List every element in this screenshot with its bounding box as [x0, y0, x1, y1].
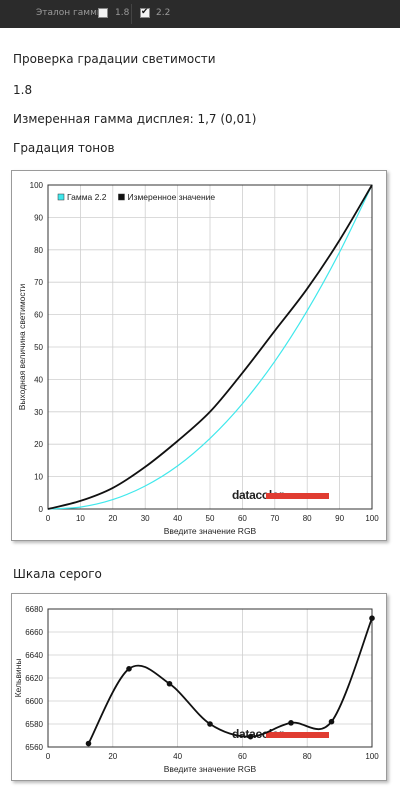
x-tick-label: 50	[206, 514, 215, 523]
x-tick-label: 10	[76, 514, 85, 523]
tone-gradation-title: Градация тонов	[13, 141, 115, 155]
gamma-1-8-label[interactable]: 1.8	[115, 8, 130, 18]
gamma-1-8-checkbox[interactable]	[98, 8, 108, 18]
legend-swatch	[118, 193, 125, 201]
plot-area-frame	[47, 184, 373, 510]
kelvin-series-line	[87, 617, 373, 745]
y-tick-label: 0	[39, 505, 44, 514]
x-tick-label: 100	[365, 514, 379, 523]
y-tick-label: 70	[34, 278, 43, 287]
grayscale-title: Шкала серого	[13, 567, 102, 581]
x-tick-label: 40	[173, 514, 182, 523]
legend-swatch	[57, 193, 65, 201]
y-tick-label: 20	[34, 440, 43, 449]
gamma-2-2-label[interactable]: 2.2	[156, 8, 171, 18]
x-axis-label: Введите значение RGB	[164, 764, 257, 774]
x-tick-label: 30	[141, 514, 150, 523]
x-tick-label: 70	[270, 514, 279, 523]
x-tick-label: 60	[238, 752, 247, 761]
y-tick-label: 6680	[25, 605, 43, 614]
y-tick-label: 100	[30, 181, 44, 190]
y-tick-label: 6560	[25, 743, 43, 752]
y-tick-label: 90	[34, 213, 43, 222]
kelvin-data-point	[369, 615, 375, 621]
kelvin-data-point	[85, 740, 92, 747]
tone-curve-chart: 0 10 20 30 40 50 60 70 80 90 100 0 10 20 30 40 50 60 70 80 9…	[17, 181, 379, 536]
x-tick-label: 90	[335, 514, 344, 523]
x-tick-label: 0	[46, 752, 51, 761]
x-axis-label: Введите значение RGB	[164, 526, 257, 536]
y-tick-label: 6580	[25, 720, 43, 729]
kelvin-data-point	[328, 718, 335, 725]
gamma-reference-label: Эталон гаммы:	[36, 8, 108, 18]
kelvin-data-point	[247, 733, 254, 740]
y-tick-label: 6620	[25, 674, 43, 683]
tone-curve-panel: 0 10 20 30 40 50 60 70 80 90 100 0 10 20 30 40 50 60 70 80 9…	[11, 170, 387, 541]
toolbar-divider	[131, 4, 132, 24]
gamma-2-2-checkbox[interactable]	[140, 6, 150, 18]
section-title: Проверка градации светимости	[13, 52, 216, 66]
y-axis-label: Кельвины	[13, 659, 23, 698]
measured-gamma-line	[47, 184, 373, 510]
kelvin-data-point	[166, 680, 173, 687]
x-tick-label: 100	[365, 752, 379, 761]
x-tick-label: 0	[46, 514, 51, 523]
x-tick-label: 60	[238, 514, 247, 523]
legend-label: Гамма 2.2	[67, 192, 107, 202]
y-tick-label: 30	[34, 408, 43, 417]
y-tick-label: 50	[34, 343, 43, 352]
y-axis-label: Выходная величина светимости	[17, 283, 27, 410]
x-tick-label: 80	[303, 514, 312, 523]
x-tick-label: 20	[108, 752, 117, 761]
kelvin-data-point	[288, 720, 294, 726]
plot-area-frame	[47, 608, 373, 748]
y-tick-label: 6600	[25, 697, 43, 706]
legend-label: Измеренное значение	[127, 192, 215, 202]
y-tick-label: 60	[34, 311, 43, 320]
gamma-reference-line	[47, 184, 373, 510]
y-tick-label: 6640	[25, 651, 43, 660]
y-tick-label: 80	[34, 246, 43, 255]
y-tick-label: 6660	[25, 628, 43, 637]
x-tick-label: 20	[108, 514, 117, 523]
x-tick-label: 40	[173, 752, 182, 761]
kelvin-data-point	[126, 666, 132, 672]
grayscale-panel: 0 20 40 60 80 100 6560 6580 6600 6620 6640 6660 6680…	[11, 593, 387, 781]
grayscale-kelvin-chart: 0 20 40 60 80 100 6560 6580 6600 6620 6640 6660 6680…	[13, 605, 379, 774]
y-tick-label: 40	[34, 375, 43, 384]
y-tick-label: 10	[34, 473, 43, 482]
gamma-toolbar: Эталон гаммы: 1.8 2.2	[0, 0, 400, 28]
selected-gamma-value: 1.8	[13, 83, 33, 97]
datacolor-logo-bar	[266, 493, 329, 499]
kelvin-data-point	[207, 721, 213, 727]
x-tick-label: 80	[303, 752, 312, 761]
measured-gamma-text: Измеренная гамма дисплея: 1,7 (0,01)	[13, 112, 257, 126]
datacolor-logo-bar	[266, 732, 329, 738]
